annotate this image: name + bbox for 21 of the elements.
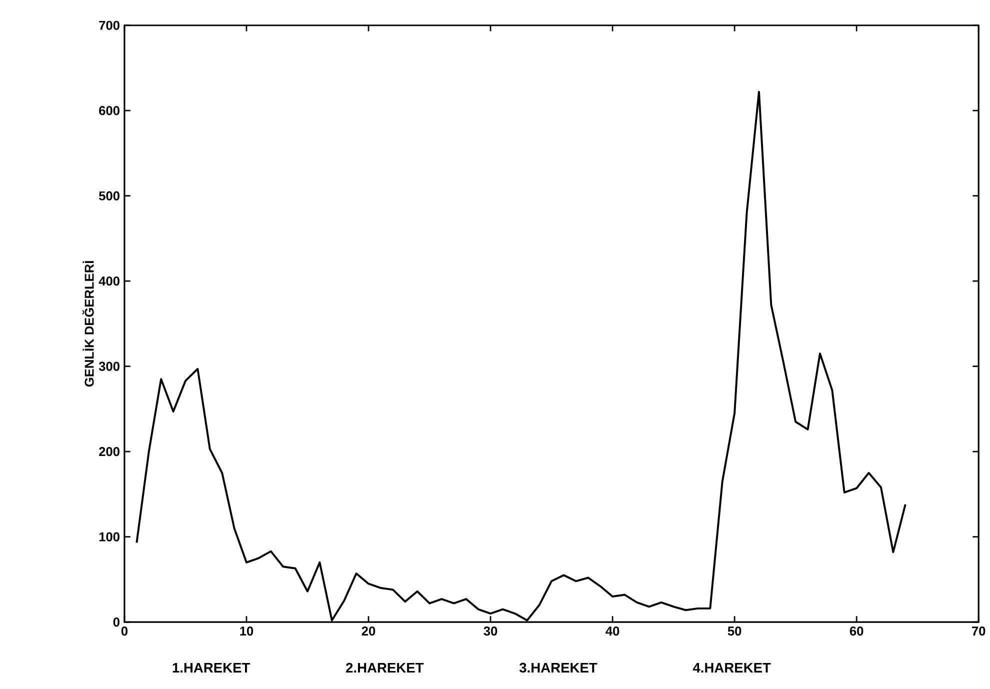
y-tick-label: 100 [99,532,120,542]
x-tick-label: 60 [850,626,864,636]
y-tick-label: 600 [99,106,120,115]
y-tick-label: 0 [113,617,120,626]
x-tick-label: 30 [484,626,498,636]
y-tick-label: 300 [98,362,120,371]
y-tick-label: 200 [99,446,120,456]
text: 1.HAREKET [172,662,250,672]
x-tick-label: 70 [972,626,986,636]
x-tick-label: 50 [728,626,742,636]
text: 2.HAREKET [346,662,424,672]
text: 3.HAREKET [519,662,598,672]
x-tick-label: 40 [606,626,620,636]
x-tick-label: 0 [121,626,128,636]
y-axis-title: GENLİK DEĞERLERİ [82,260,94,386]
y-tick-label: 400 [98,276,120,286]
text: 4.HAREKET [692,662,771,672]
y-tick-label: 500 [99,191,120,200]
x-tick-label: 10 [240,626,254,636]
x-tick-label: 20 [362,626,376,636]
y-tick-label: 700 [99,20,120,30]
